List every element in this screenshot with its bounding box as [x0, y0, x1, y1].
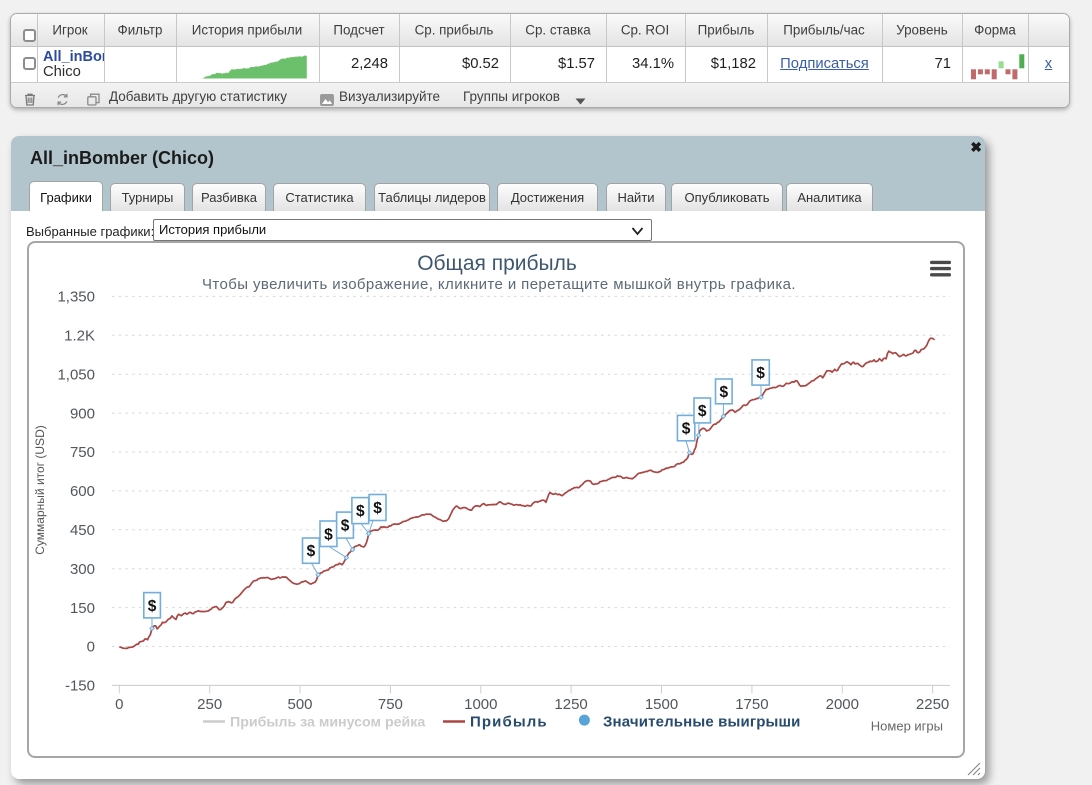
svg-text:$: $ [373, 500, 382, 517]
svg-text:Значительные выигрыши: Значительные выигрыши [603, 714, 801, 731]
svg-text:2250: 2250 [916, 696, 949, 713]
svg-text:$: $ [356, 503, 365, 520]
svg-text:1,050: 1,050 [57, 366, 95, 383]
svg-text:450: 450 [70, 522, 95, 539]
svg-text:1,350: 1,350 [57, 289, 95, 306]
svg-text:$: $ [719, 384, 728, 401]
svg-text:Суммарный итог (USD): Суммарный итог (USD) [33, 425, 47, 554]
svg-text:900: 900 [70, 405, 95, 422]
svg-text:-150: -150 [65, 678, 95, 695]
svg-text:$: $ [307, 543, 316, 560]
svg-text:Номер игры: Номер игры [871, 719, 943, 734]
svg-text:250: 250 [197, 696, 222, 713]
svg-text:1500: 1500 [645, 696, 678, 713]
svg-text:$: $ [341, 518, 350, 535]
svg-text:$: $ [698, 403, 707, 420]
svg-text:$: $ [682, 421, 691, 438]
svg-text:Чтобы увеличить изображение, к: Чтобы увеличить изображение, кликните и … [202, 276, 796, 293]
svg-text:750: 750 [70, 444, 95, 461]
svg-text:300: 300 [70, 561, 95, 578]
svg-text:750: 750 [378, 696, 403, 713]
svg-text:1250: 1250 [554, 696, 587, 713]
svg-text:0: 0 [115, 696, 123, 713]
svg-text:Общая прибыль: Общая прибыль [417, 252, 577, 275]
svg-text:1.2K: 1.2K [64, 328, 95, 345]
svg-text:$: $ [756, 365, 765, 382]
svg-text:150: 150 [70, 600, 95, 617]
svg-text:600: 600 [70, 483, 95, 500]
svg-text:500: 500 [287, 696, 312, 713]
svg-text:$: $ [324, 526, 333, 543]
svg-text:1000: 1000 [464, 696, 497, 713]
svg-text:Прибыль за минусом рейка: Прибыль за минусом рейка [230, 715, 425, 731]
svg-text:1750: 1750 [735, 696, 768, 713]
svg-text:2000: 2000 [826, 696, 859, 713]
svg-text:0: 0 [87, 639, 95, 656]
svg-text:Прибыль: Прибыль [470, 714, 548, 731]
svg-text:$: $ [148, 598, 157, 615]
